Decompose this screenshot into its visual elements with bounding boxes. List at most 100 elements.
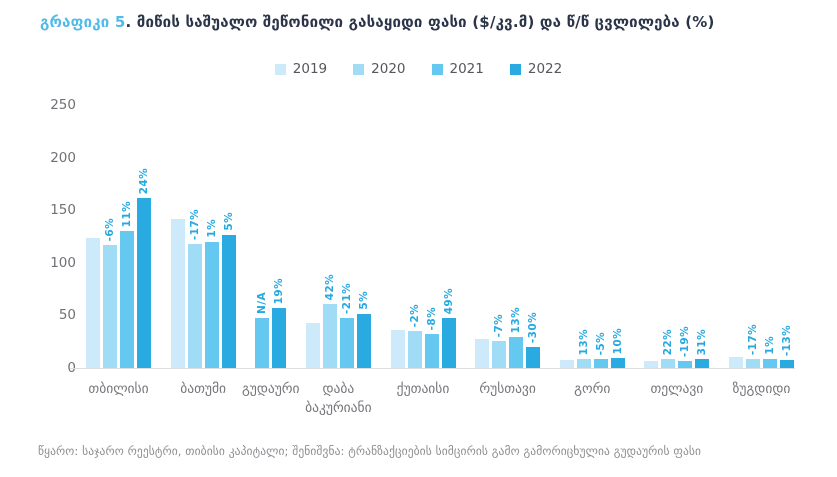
bar-change-label: 13% — [577, 328, 590, 355]
bar-2021 — [120, 231, 134, 368]
legend-swatch-2020 — [353, 63, 365, 75]
bar-2019 — [475, 339, 490, 368]
bar-change-label: 19% — [273, 277, 286, 304]
bar-change-label: 10% — [611, 327, 624, 354]
bar-2022 — [695, 359, 710, 368]
bar-2021 — [204, 242, 219, 368]
bar-slot: -17% — [187, 105, 202, 368]
chart-number: გრაფიკი 5 — [40, 13, 126, 31]
bar-change-label: 31% — [696, 328, 709, 355]
bar-slot: -8% — [424, 105, 439, 368]
bar-group: -17% 1% -13% ზუგდიდი — [729, 105, 794, 397]
bar-2021 — [509, 337, 524, 368]
bar-slot — [170, 105, 185, 368]
bar-2020 — [322, 304, 337, 368]
bar-change-label: 42% — [323, 273, 336, 300]
bar-2022 — [526, 347, 541, 368]
bar-slot: 11% — [120, 105, 134, 368]
bar-slot: 1% — [204, 105, 219, 368]
category-label: თელავი — [650, 381, 704, 397]
bar-2019 — [390, 330, 405, 368]
bar-slot — [390, 105, 405, 368]
legend-item-2022: 2022 — [509, 61, 563, 77]
bar-slot: 49% — [441, 105, 456, 368]
legend-year-label: 2020 — [371, 61, 406, 77]
bar-group: -2% -8% 49% ქუთაისი — [390, 105, 456, 397]
bar-slot: -30% — [526, 105, 541, 368]
bar-slot: 24% — [137, 105, 151, 368]
bar-2022 — [221, 235, 236, 368]
bar-change-label: -5% — [594, 331, 607, 355]
bar-group: 13% -5% 10% გორი — [559, 105, 625, 397]
bar-change-label: -21% — [340, 282, 353, 314]
y-tick-label: 100 — [50, 254, 76, 271]
bar-change-label: -7% — [493, 313, 506, 337]
bar-2022 — [441, 318, 456, 368]
bar-2020 — [576, 359, 591, 368]
legend-item-2019: 2019 — [274, 61, 328, 77]
bar-slot: -13% — [780, 105, 794, 368]
x-axis-line — [70, 368, 795, 369]
bar-2021 — [339, 318, 354, 368]
bar-2019 — [86, 238, 100, 368]
bar-2022 — [356, 314, 371, 368]
bar-change-label: -8% — [425, 306, 438, 330]
bar-slot: 10% — [610, 105, 625, 368]
legend-year-label: 2021 — [449, 61, 484, 77]
bar-slot: 5% — [356, 105, 371, 368]
bar-slot — [644, 105, 659, 368]
category-label: დაბა ბაკურიანი — [305, 381, 372, 416]
bar-change-label: -6% — [104, 217, 116, 241]
chart-title-text: . მიწის საშუალო შეწონილი გასაყიდი ფასი (… — [125, 13, 715, 31]
bar-slot: 5% — [221, 105, 236, 368]
bar-slot: -21% — [339, 105, 354, 368]
bar-2019 — [305, 323, 320, 368]
category-label: თბილისი — [88, 381, 149, 397]
category-label: ქუთაისი — [396, 381, 450, 397]
bar-slot — [475, 105, 490, 368]
bar-slot: -19% — [678, 105, 693, 368]
bar-change-label: 22% — [662, 328, 675, 355]
legend-item-2021: 2021 — [431, 61, 484, 77]
bar-2022 — [137, 198, 151, 368]
bar-2019 — [559, 360, 574, 368]
bar-change-label: -17% — [188, 208, 201, 240]
category-label: ზუგდიდი — [732, 381, 791, 397]
bar-group: 42% -21% 5% დაბა ბაკურიანი — [305, 105, 371, 416]
bar-change-label: N/A — [256, 292, 269, 314]
bar-groups: -6% 11% 24% თბილისი -17% 1% 5% ბათუმი N/A 19% გუდა… — [86, 105, 794, 416]
bar-change-label: 13% — [510, 306, 523, 333]
legend-year-label: 2019 — [292, 61, 328, 77]
bar-slot: 13% — [576, 105, 591, 368]
y-tick-label: 50 — [58, 307, 76, 324]
plot-area: -6% 11% 24% თბილისი -17% 1% 5% ბათუმი N/A 19% გუდა… — [86, 105, 794, 416]
bar-group: -7% 13% -30% რუსთავი — [475, 105, 541, 397]
legend-year-label: 2022 — [527, 61, 563, 77]
bar-change-label: 11% — [121, 200, 133, 227]
bar-2021 — [678, 361, 693, 368]
bar-change-label: 1% — [764, 336, 776, 355]
bar-change-label: -13% — [781, 324, 793, 356]
y-tick-label: 150 — [50, 202, 76, 219]
bar-change-label: 49% — [442, 287, 455, 314]
bar-slot: 1% — [763, 105, 777, 368]
bar-slot: -6% — [103, 105, 117, 368]
bar-change-label: -30% — [527, 311, 540, 343]
y-axis: 0 50 100 150 200 250 — [36, 97, 76, 376]
bar-2021 — [593, 359, 608, 368]
bar-slot: 19% — [272, 105, 287, 368]
bar-change-label: 24% — [138, 167, 150, 194]
source-note: წყარო: საჯარო რეესტრი, თიბისი კაპიტალი; … — [38, 444, 702, 458]
bar-group: N/A 19% გუდაური — [242, 105, 300, 397]
bar-slot: 31% — [695, 105, 710, 368]
legend-swatch-2019 — [274, 63, 286, 75]
bar-2021 — [424, 334, 439, 368]
bar-slot — [559, 105, 574, 368]
bar-slot: 22% — [661, 105, 676, 368]
bar-2021 — [763, 359, 777, 368]
bar-change-label: 5% — [357, 291, 370, 310]
legend-item-2020: 2020 — [353, 61, 406, 77]
bar-slot: -5% — [593, 105, 608, 368]
bar-slot — [305, 105, 320, 368]
